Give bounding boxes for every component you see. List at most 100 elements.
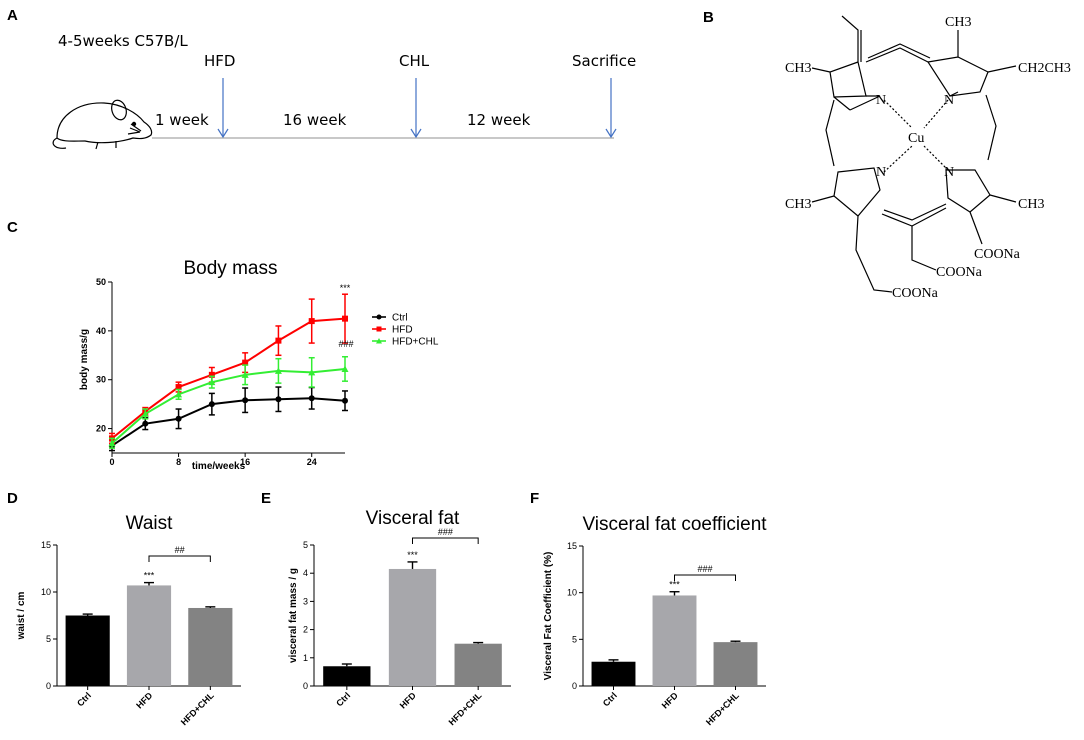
y-tick-label: 10 <box>41 587 51 597</box>
y-tick-label: 50 <box>96 277 106 287</box>
legend-label-HFD: HFD <box>392 325 413 336</box>
chart-title: Visceral fat <box>366 508 460 529</box>
bar-Ctrl <box>591 661 636 686</box>
point-HFD+CHL <box>274 367 282 374</box>
panel-label-b: B <box>703 9 714 26</box>
series-line-Ctrl <box>111 397 346 447</box>
point-HFD+CHL <box>341 365 349 372</box>
category-label: HFD+CHL <box>179 690 216 727</box>
y-tick-label: 30 <box>96 375 106 385</box>
chem-ch2ch3: CH2CH3 <box>1018 61 1071 76</box>
chem-ch3-3: CH3 <box>785 197 811 212</box>
annotation-sig: *** <box>407 550 418 560</box>
annotation-hash: ### <box>697 564 712 574</box>
arrow-sacrifice-head <box>605 128 617 139</box>
bar-HFD+CHL <box>454 643 502 686</box>
point-Ctrl <box>342 397 348 404</box>
point-HFD <box>175 384 182 391</box>
chart-title: Visceral fat coefficient <box>582 514 767 535</box>
event-hfd-label: HFD <box>204 52 235 70</box>
y-tick-label: 10 <box>567 588 577 598</box>
category-label: HFD <box>398 690 419 711</box>
y-tick-label: 20 <box>96 424 106 434</box>
panel-a: A 4-5weeks C57B/L HFD CHL Sacrifice 1 we… <box>7 7 636 150</box>
chem-ch3-2: CH3 <box>945 15 971 30</box>
chem-ch3-4: CH3 <box>1018 197 1044 212</box>
arrow-chl-head <box>410 128 422 139</box>
bar-HFD <box>388 568 437 686</box>
category-label: HFD <box>134 690 155 711</box>
point-Ctrl <box>208 401 215 408</box>
point-Ctrl <box>242 397 249 404</box>
point-HFD+CHL <box>175 390 183 398</box>
chem-coona-2: COONa <box>936 265 983 280</box>
bar-HFD+CHL <box>188 607 233 686</box>
bar-HFD <box>652 595 697 686</box>
duration-3: 12 week <box>467 111 531 129</box>
point-HFD+CHL <box>141 410 149 417</box>
significance-bracket <box>674 574 736 581</box>
y-tick-label: 5 <box>46 634 51 644</box>
category-label: Ctrl <box>75 690 93 708</box>
annotation-sig: *** <box>144 571 155 581</box>
y-tick-label: 4 <box>303 568 308 578</box>
chem-cu: Cu <box>908 131 924 146</box>
y-tick-label: 5 <box>303 540 308 550</box>
legend-marker-HFD <box>376 326 382 332</box>
point-HFD <box>242 359 249 366</box>
panel-label-d: D <box>7 490 18 507</box>
chart-visceral-fat-coefficient: Visceral fat coefficient 0 5 10 15 Visceral F… <box>543 514 767 727</box>
x-tick-label: 16 <box>240 457 250 467</box>
series-line-HFD+CHL <box>111 367 346 444</box>
chart-waist: Waist 0 5 10 15 waist / cm Ctrl HFD HFD+CHL *** ## <box>16 513 241 727</box>
annotation-sig: *** <box>669 580 680 590</box>
category-label: HFD+CHL <box>447 690 484 727</box>
chem-n-4: N <box>944 165 954 180</box>
point-Ctrl <box>142 420 149 427</box>
chem-n-1: N <box>876 93 886 108</box>
annotation-hash: ### <box>438 527 453 537</box>
x-axis-label: time/weeks <box>192 461 246 472</box>
y-tick-label: 5 <box>572 634 577 644</box>
duration-1: 1 week <box>155 111 209 129</box>
y-tick-label: 0 <box>572 681 577 691</box>
point-HFD+CHL <box>108 439 116 447</box>
y-tick-label: 1 <box>303 653 308 663</box>
bar-HFD+CHL <box>713 642 758 686</box>
bar-HFD <box>126 585 172 686</box>
panel-label-a: A <box>7 7 18 24</box>
chem-ch3-1: CH3 <box>785 61 811 76</box>
panel-b: B <box>703 9 1071 301</box>
chem-n-3: N <box>876 165 886 180</box>
point-HFD+CHL <box>308 368 316 376</box>
x-tick-label: 0 <box>109 457 114 467</box>
y-tick-label: 15 <box>41 540 51 550</box>
point-HFD <box>275 337 282 344</box>
y-tick-label: 2 <box>303 625 308 635</box>
y-tick-label: 0 <box>46 681 51 691</box>
y-axis-label: waist / cm <box>16 592 27 641</box>
point-HFD+CHL <box>241 371 249 378</box>
legend-label-HFD+CHL: HFD+CHL <box>392 337 439 348</box>
y-tick-label: 0 <box>303 681 308 691</box>
point-HFD <box>308 318 315 325</box>
legend-marker-HFD+CHL <box>376 338 382 344</box>
y-axis-label: visceral fat mass / g <box>288 568 299 663</box>
point-Ctrl <box>175 415 182 422</box>
duration-2: 16 week <box>283 111 347 129</box>
mouse-icon <box>52 99 153 150</box>
category-label: HFD+CHL <box>704 690 741 727</box>
chem-coona-1: COONa <box>974 247 1021 262</box>
category-label: HFD <box>660 690 681 711</box>
category-label: Ctrl <box>601 690 619 708</box>
x-tick-label: 8 <box>176 457 181 467</box>
category-label: Ctrl <box>334 690 352 708</box>
strain-label: 4-5weeks C57B/L <box>58 32 188 50</box>
panel-label-e: E <box>261 490 271 507</box>
x-tick-label: 24 <box>307 457 317 467</box>
y-tick-label: 40 <box>96 326 106 336</box>
chart-visceral-fat: Visceral fat 0 1 2 3 4 5 visceral fat mass / g C… <box>288 508 511 727</box>
timeline: HFD CHL Sacrifice 1 week 16 week 12 week <box>152 52 636 139</box>
point-Ctrl <box>275 396 282 403</box>
